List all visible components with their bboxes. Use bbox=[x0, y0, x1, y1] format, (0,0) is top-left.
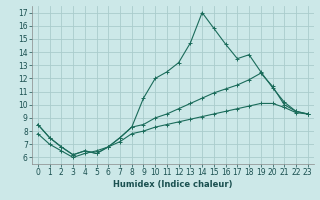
X-axis label: Humidex (Indice chaleur): Humidex (Indice chaleur) bbox=[113, 180, 233, 189]
